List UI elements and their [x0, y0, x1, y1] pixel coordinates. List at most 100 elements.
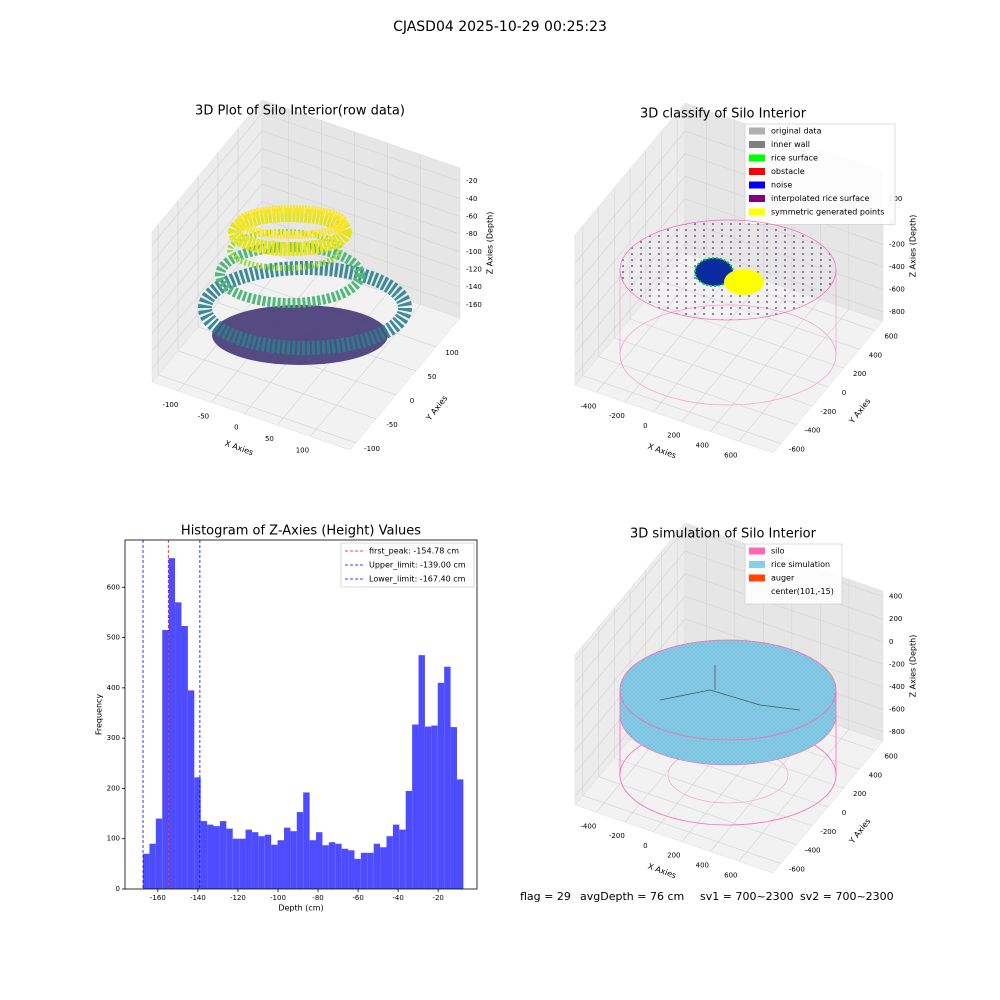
legend-swatch [749, 547, 765, 555]
bar [219, 821, 227, 889]
bar [437, 682, 445, 889]
x-tick-label: -400 [580, 402, 596, 410]
bar [245, 829, 252, 889]
grid-line [261, 130, 461, 200]
y-tick-label: 0 [116, 885, 120, 893]
legend-swatch [749, 168, 765, 175]
bar [405, 790, 413, 889]
z-axis-label: Z Axies (Depth) [486, 212, 495, 275]
x-axis-label: Depth (cm) [278, 904, 323, 913]
legend-swatch [749, 127, 765, 135]
bar [322, 845, 329, 889]
y-tick-label: 0 [842, 809, 846, 817]
x-tick-label: -40 [392, 894, 403, 902]
y-axis-label: Frequency [95, 694, 104, 736]
legend-label: interpolated rice surface [771, 194, 869, 203]
bar [290, 831, 297, 889]
x-tick-label: -400 [580, 822, 596, 830]
legend-label: rice simulation [771, 560, 830, 569]
x-tick-label: -200 [609, 832, 625, 840]
legend-label: noise [771, 181, 792, 190]
bar [213, 826, 220, 889]
grid-line [614, 757, 813, 827]
suptitle: CJASD04 2025-10-29 00:25:23 [393, 19, 607, 35]
y-tick-label: 600 [884, 752, 897, 760]
legend-swatch [749, 141, 765, 148]
bar [367, 852, 374, 889]
bar [168, 558, 176, 889]
x-tick-label: 400 [696, 441, 709, 449]
y-tick-label: -50 [386, 421, 397, 429]
y-tick-label: -600 [789, 446, 805, 454]
z-tick-label: -20 [466, 177, 477, 185]
grid-line [574, 573, 686, 706]
bar [226, 828, 233, 889]
bar [354, 858, 361, 889]
y-tick-label: 300 [107, 734, 120, 742]
z-axis-label: Z Axies (Depth) [909, 635, 918, 698]
legend-label: silo [771, 547, 785, 556]
status-text: sv1 = 700~2300 [700, 890, 794, 903]
grid-line [582, 375, 781, 444]
z-axis-label: Z Axies (Depth) [909, 215, 918, 278]
x-tick-label: -100 [162, 401, 178, 409]
grid-line [177, 350, 377, 420]
y-tick-label: 600 [107, 583, 120, 591]
grid-line [151, 130, 263, 264]
legend-label: original data [771, 127, 822, 136]
grid-line [261, 112, 461, 182]
x-tick-label: -200 [609, 412, 625, 420]
legend-label: Upper_limit: -139.00 cm [369, 561, 466, 570]
z-tick-label: -100 [466, 248, 482, 256]
x-tick-label: 0 [643, 842, 647, 850]
z-tick-label: -140 [466, 283, 482, 291]
chart-title: 3D classify of Silo Interior [640, 107, 807, 122]
grid-line [598, 356, 797, 425]
legend-swatch [749, 561, 765, 568]
x-tick-label: 600 [724, 451, 737, 459]
x-tick-label: 200 [667, 432, 680, 440]
grid-line [574, 176, 686, 309]
bar [187, 690, 195, 889]
legend-label: center(101,-15) [771, 587, 834, 596]
grid-line [151, 183, 263, 317]
bar [360, 852, 368, 889]
status-text: flag = 29 [520, 890, 571, 903]
bar [194, 777, 201, 889]
legend-label: auger [771, 574, 795, 583]
bar [207, 824, 214, 889]
grid-line [574, 131, 686, 264]
y-tick-label: 400 [869, 771, 882, 779]
z-tick-label: -400 [889, 263, 905, 271]
bar [412, 724, 419, 889]
x-tick-label: -140 [190, 894, 206, 902]
grid-line [151, 113, 263, 246]
y-tick-label: -400 [805, 427, 821, 435]
bar [309, 840, 317, 889]
x-tick-label: -50 [198, 412, 209, 420]
x-tick-label: 0 [234, 424, 238, 432]
bar [392, 824, 400, 889]
grid-line [598, 776, 797, 845]
y-tick-label: 400 [869, 351, 882, 359]
y-tick-label: 200 [853, 370, 866, 378]
legend-swatch [749, 195, 765, 202]
legend-label: inner wall [771, 140, 810, 149]
bar [258, 836, 265, 889]
chart-title: 3D simulation of Silo Interior [630, 527, 817, 542]
legend-label: obstacle [771, 167, 805, 176]
z-tick-label: -400 [889, 683, 905, 691]
bar [271, 844, 278, 889]
z-tick-label: -120 [466, 265, 482, 273]
z-tick-label: 400 [889, 593, 902, 601]
bar [328, 842, 336, 889]
grid-line [151, 165, 263, 299]
grid-line [261, 148, 461, 217]
y-tick-label: 100 [107, 835, 120, 843]
bar [450, 727, 457, 889]
bar [181, 625, 188, 889]
y-tick-label: 200 [107, 784, 120, 792]
decorations [198, 205, 837, 826]
grid-line [582, 795, 781, 864]
